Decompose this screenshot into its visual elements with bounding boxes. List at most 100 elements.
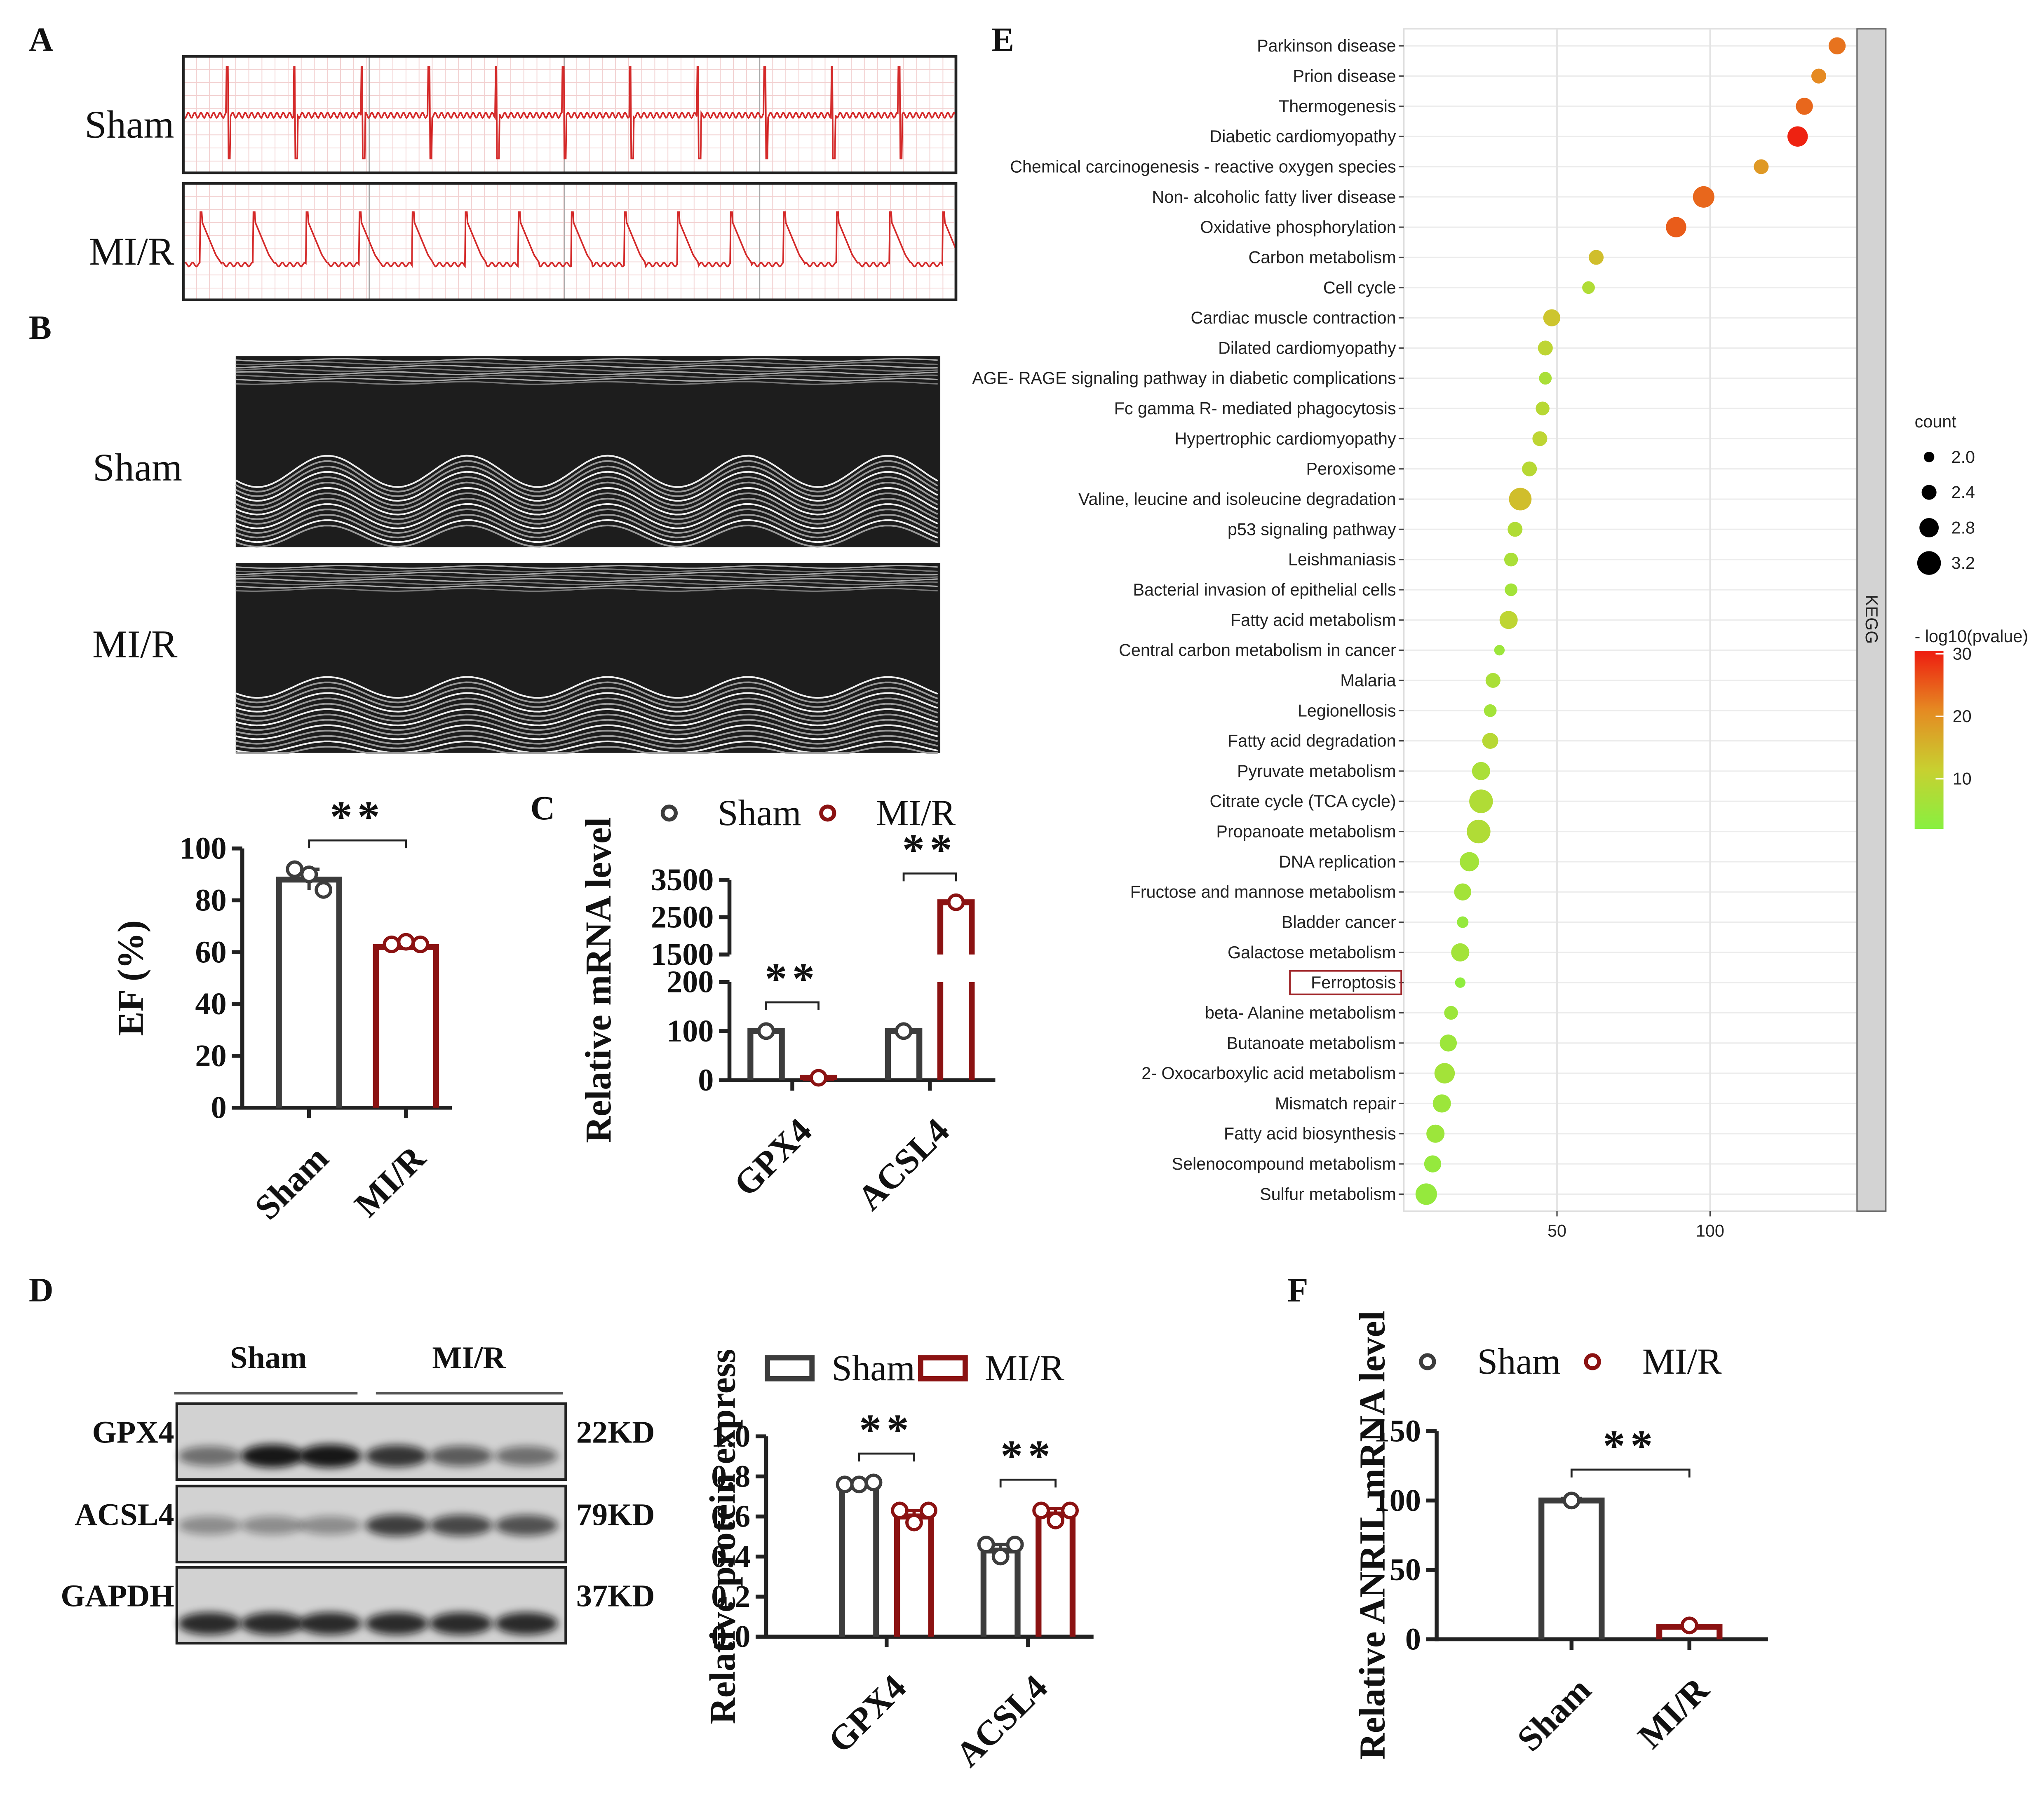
echo-line bbox=[235, 503, 938, 529]
dot bbox=[1693, 186, 1714, 208]
legend-label: Sham bbox=[1477, 1342, 1561, 1382]
blot-band bbox=[298, 1516, 362, 1535]
y-tick-label: Oxidative phosphorylation bbox=[1200, 218, 1396, 237]
size-legend-label: 2.8 bbox=[1951, 518, 1975, 537]
dot bbox=[1666, 217, 1686, 237]
y-axis-title: Relative ANRIL mRNA level bbox=[1352, 1311, 1393, 1759]
dot bbox=[1484, 704, 1497, 717]
y-tick-label: Cell cycle bbox=[1323, 278, 1396, 297]
dot bbox=[1787, 126, 1808, 147]
echo-line bbox=[235, 487, 938, 516]
echo-line bbox=[235, 361, 938, 366]
echo-line bbox=[235, 514, 938, 539]
blot-size: 22KD bbox=[576, 1415, 655, 1450]
echo-line bbox=[235, 575, 938, 579]
y-tick-label: Fructose and mannose metabolism bbox=[1130, 882, 1396, 901]
y-tick-label: 100 bbox=[667, 1014, 714, 1048]
data-point bbox=[977, 1536, 995, 1554]
legend-marker bbox=[819, 804, 836, 822]
y-tick-label: 80 bbox=[195, 883, 226, 917]
ecg-frame bbox=[182, 55, 958, 174]
dot bbox=[1432, 1094, 1451, 1113]
echo-line bbox=[235, 687, 938, 708]
echo-line bbox=[235, 374, 938, 379]
dot bbox=[1539, 372, 1552, 385]
echo-line bbox=[235, 697, 938, 717]
legend-label: MI/R bbox=[876, 793, 956, 833]
y-tick-label: Propanoate metabolism bbox=[1216, 822, 1396, 841]
y-tick-label: 100 bbox=[1374, 1483, 1421, 1518]
x-tick-label: 100 bbox=[1696, 1221, 1724, 1240]
y-tick-label: Hypertrophic cardiomyopathy bbox=[1174, 429, 1396, 448]
data-point bbox=[850, 1475, 868, 1494]
y-tick-label: Fc gamma R- mediated phagocytosis bbox=[1114, 399, 1396, 418]
data-point bbox=[1006, 1536, 1024, 1554]
dot bbox=[1508, 522, 1523, 537]
blot-size: 37KD bbox=[576, 1579, 655, 1614]
y-tick-label: Fatty acid degradation bbox=[1228, 732, 1396, 751]
blot-strip bbox=[175, 1402, 567, 1481]
size-legend-label: 2.0 bbox=[1951, 448, 1975, 467]
echo-line bbox=[235, 381, 938, 385]
echo-line bbox=[235, 578, 938, 582]
echo-line bbox=[235, 524, 938, 548]
y-tick-label: Citrate cycle (TCA cycle) bbox=[1210, 792, 1396, 811]
x-tick-label: 50 bbox=[1548, 1221, 1566, 1240]
legend-marker bbox=[765, 1355, 815, 1381]
panel-label: C bbox=[531, 789, 555, 827]
echo-line bbox=[235, 568, 938, 572]
y-tick-label: 1.0 bbox=[711, 1419, 750, 1454]
significance-label: ** bbox=[1000, 1432, 1055, 1481]
echo-line bbox=[235, 364, 938, 369]
y-tick-label: 20 bbox=[195, 1039, 226, 1073]
dot bbox=[1589, 250, 1604, 265]
dot bbox=[1454, 883, 1471, 901]
y-tick-label: Non- alcoholic fatty liver disease bbox=[1152, 188, 1396, 206]
y-tick-label: Pyruvate metabolism bbox=[1237, 762, 1396, 781]
echo-line bbox=[235, 476, 938, 507]
data-point bbox=[1061, 1501, 1079, 1520]
y-tick-label: Prion disease bbox=[1293, 67, 1396, 86]
data-point bbox=[1680, 1616, 1698, 1635]
data-point bbox=[895, 1022, 913, 1040]
legend-marker bbox=[660, 804, 678, 822]
legend-title: count bbox=[1915, 412, 1957, 431]
legend-label: Sham bbox=[831, 1348, 915, 1388]
data-point bbox=[411, 935, 430, 953]
dot bbox=[1415, 1183, 1437, 1205]
y-tick-label: Carbon metabolism bbox=[1249, 248, 1396, 267]
y-tick-label: 60 bbox=[195, 935, 226, 969]
ecg-frame bbox=[182, 182, 958, 301]
y-tick-label: Cardiac muscle contraction bbox=[1191, 308, 1396, 327]
echo-line bbox=[235, 692, 938, 713]
data-point bbox=[905, 1513, 923, 1532]
echo-line bbox=[235, 371, 938, 375]
echo-line bbox=[235, 492, 938, 520]
echo-line bbox=[235, 581, 938, 586]
y-tick-label: 40 bbox=[195, 987, 226, 1021]
data-point bbox=[991, 1548, 1010, 1566]
echo-line bbox=[235, 676, 938, 699]
y-tick-label: 0.2 bbox=[711, 1579, 750, 1614]
dot bbox=[1467, 819, 1491, 844]
size-legend-label: 3.2 bbox=[1951, 554, 1975, 572]
dot bbox=[1543, 309, 1561, 326]
blot-band bbox=[298, 1612, 362, 1635]
y-tick-label: Butanoate metabolism bbox=[1227, 1034, 1396, 1053]
y-tick-label: Fatty acid biosynthesis bbox=[1224, 1124, 1396, 1143]
data-point bbox=[919, 1501, 937, 1520]
dot bbox=[1796, 98, 1813, 115]
blot-band bbox=[430, 1515, 493, 1536]
blot-band bbox=[241, 1444, 304, 1468]
size-legend-dot bbox=[1921, 485, 1937, 500]
data-point bbox=[1047, 1511, 1065, 1529]
y-tick-label: Sulfur metabolism bbox=[1260, 1184, 1396, 1203]
echo-line bbox=[235, 497, 938, 525]
facet-label: KEGG bbox=[1862, 595, 1881, 644]
data-point bbox=[1562, 1492, 1580, 1510]
dot bbox=[1538, 340, 1553, 356]
y-tick-label: Dilated cardiomyopathy bbox=[1218, 338, 1396, 357]
y-axis-title: EF (%) bbox=[111, 920, 151, 1036]
